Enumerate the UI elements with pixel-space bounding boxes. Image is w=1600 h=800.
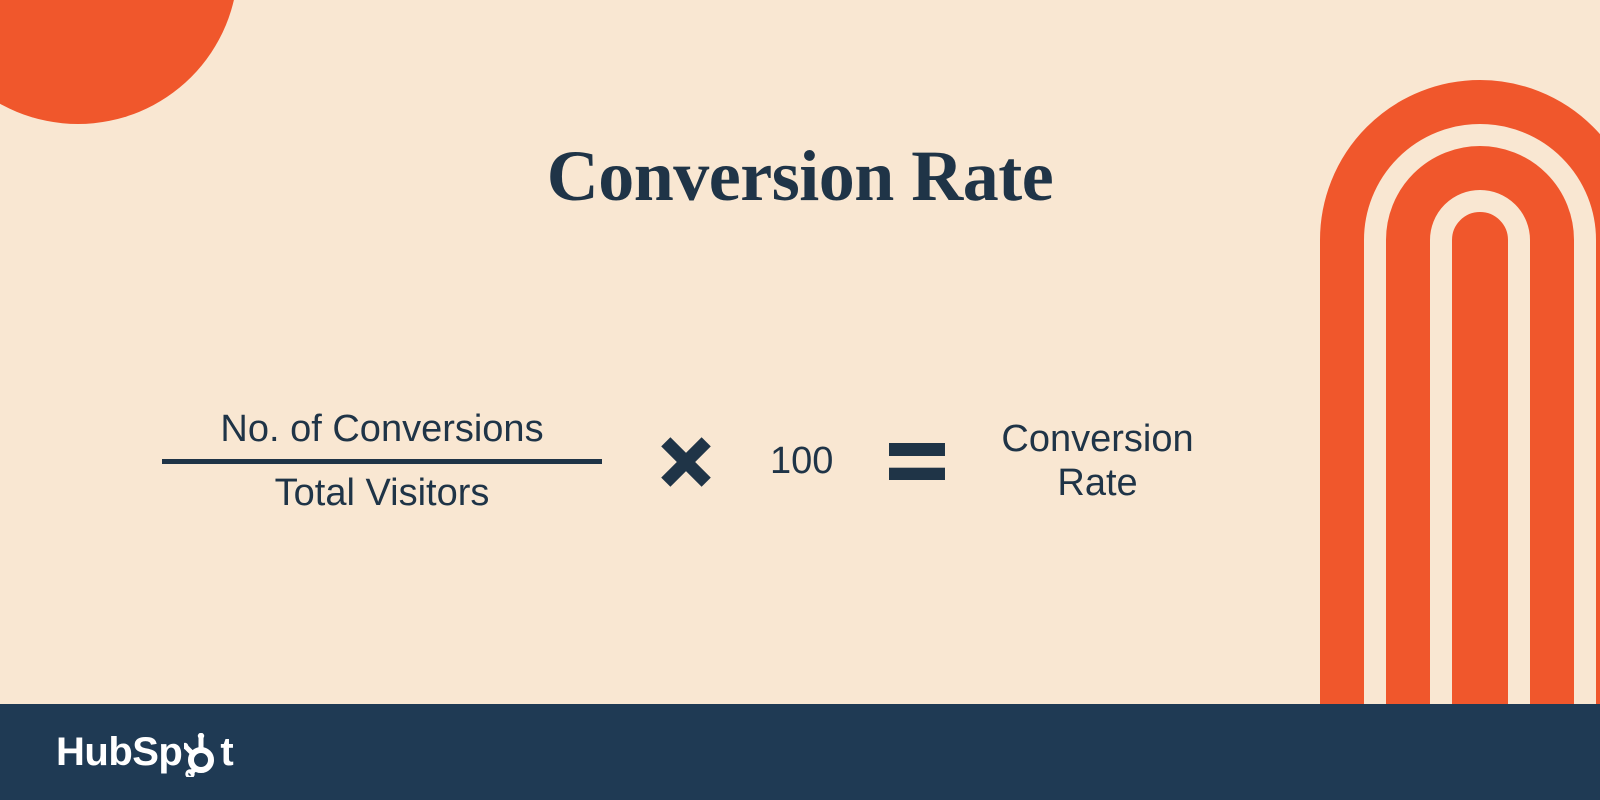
multiplicand: 100	[770, 440, 833, 483]
result-line-2: Rate	[1057, 462, 1137, 506]
fraction-denominator: Total Visitors	[265, 464, 500, 523]
sprocket-icon	[184, 731, 218, 777]
page-title: Conversion Rate	[0, 135, 1600, 218]
logo-text-pre: HubSp	[56, 730, 182, 775]
hubspot-logo: HubSp t	[56, 729, 233, 775]
equals-icon	[889, 443, 945, 481]
fraction: No. of Conversions Total Visitors	[162, 400, 602, 523]
multiply-icon	[658, 434, 714, 490]
logo-text-post: t	[220, 730, 233, 775]
footer-bar: HubSp t	[0, 704, 1600, 800]
formula-row: No. of Conversions Total Visitors 100 Co…	[162, 400, 1194, 523]
infographic-canvas: Conversion Rate No. of Conversions Total…	[0, 0, 1600, 800]
result-line-1: Conversion	[1001, 418, 1193, 462]
fraction-numerator: No. of Conversions	[210, 400, 553, 459]
formula-result: Conversion Rate	[1001, 418, 1193, 505]
